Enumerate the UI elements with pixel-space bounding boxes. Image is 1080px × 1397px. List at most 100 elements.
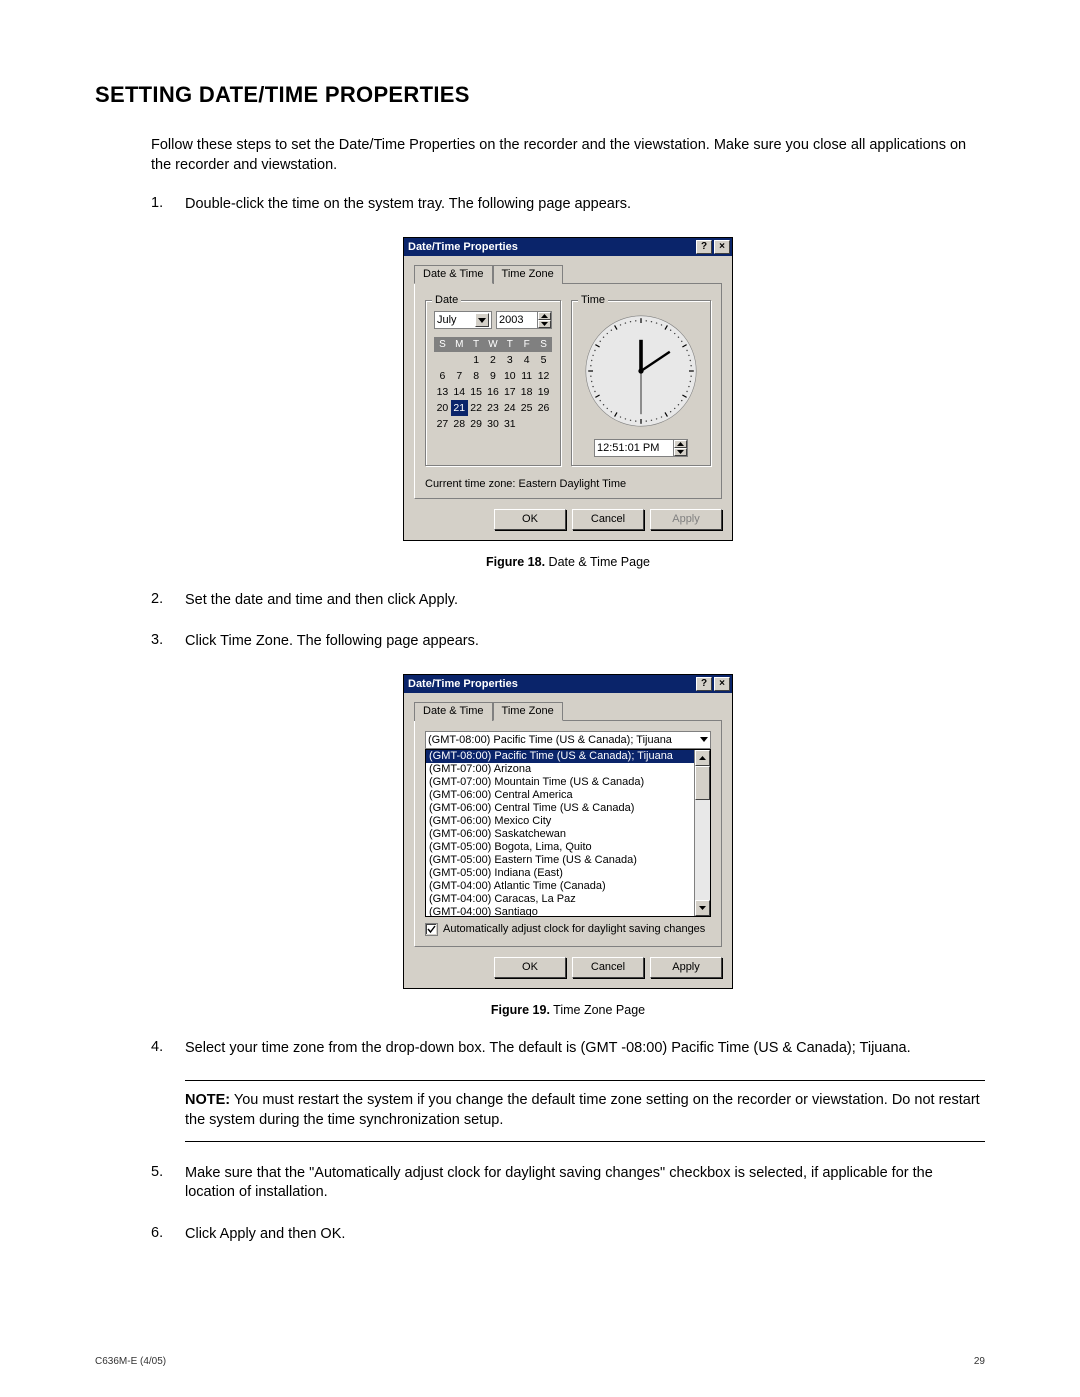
tab-time-zone[interactable]: Time Zone [493,702,563,721]
calendar-weekday: T [501,337,518,352]
tab-time-zone[interactable]: Time Zone [493,265,563,284]
timezone-option[interactable]: (GMT-04:00) Santiago [426,906,710,917]
step-number: 2. [151,591,185,611]
timezone-option[interactable]: (GMT-06:00) Central Time (US & Canada) [426,802,710,815]
cancel-button[interactable]: Cancel [572,957,644,978]
step-text: Set the date and time and then click App… [185,591,985,611]
close-button[interactable]: × [714,677,730,691]
calendar-day[interactable]: 26 [535,400,552,416]
calendar[interactable]: SMTWTFS 12345678910111213141516171819202… [434,337,552,432]
datetime-dialog: Date/Time Properties ? × Date & Time Tim… [403,237,733,541]
year-spinner[interactable] [538,311,552,329]
cancel-button[interactable]: Cancel [572,509,644,530]
calendar-day[interactable]: 28 [451,416,468,432]
close-button[interactable]: × [714,240,730,254]
calendar-day[interactable]: 19 [535,384,552,400]
footer-doc-id: C636M-E (4/05) [95,1356,166,1367]
time-spinner[interactable] [674,439,688,457]
help-button[interactable]: ? [696,240,712,254]
calendar-day[interactable]: 16 [485,384,502,400]
calendar-day[interactable]: 24 [501,400,518,416]
calendar-day[interactable]: 10 [501,368,518,384]
scroll-thumb[interactable] [695,766,710,800]
time-legend: Time [578,294,608,306]
calendar-weekday: S [434,337,451,352]
calendar-day[interactable]: 15 [468,384,485,400]
dialog-titlebar[interactable]: Date/Time Properties ? × [404,238,732,256]
month-select[interactable]: July [434,311,492,329]
calendar-day[interactable]: 11 [518,368,535,384]
calendar-day [518,416,535,432]
timezone-option[interactable]: (GMT-05:00) Eastern Time (US & Canada) [426,854,710,867]
calendar-day[interactable]: 20 [434,400,451,416]
year-input[interactable]: 2003 [496,311,538,329]
time-value: 12:51:01 PM [597,442,659,454]
ok-button[interactable]: OK [494,509,566,530]
timezone-listbox[interactable]: (GMT-08:00) Pacific Time (US & Canada); … [425,749,711,917]
calendar-day[interactable]: 12 [535,368,552,384]
tab-date-time[interactable]: Date & Time [414,702,493,721]
calendar-day[interactable]: 8 [468,368,485,384]
calendar-day[interactable]: 3 [501,352,518,368]
tab-date-time[interactable]: Date & Time [414,265,493,284]
calendar-day[interactable]: 17 [501,384,518,400]
calendar-day[interactable]: 1 [468,352,485,368]
note-body: You must restart the system if you chang… [185,1092,980,1128]
timezone-dialog: Date/Time Properties ? × Date & Time Tim… [403,674,733,989]
calendar-day[interactable]: 25 [518,400,535,416]
calendar-day[interactable]: 30 [485,416,502,432]
calendar-day[interactable]: 14 [451,384,468,400]
dialog-titlebar[interactable]: Date/Time Properties ? × [404,675,732,693]
scrollbar[interactable] [694,750,710,916]
spin-down-icon[interactable] [674,448,687,456]
scroll-up-icon[interactable] [695,750,710,766]
calendar-day[interactable]: 5 [535,352,552,368]
apply-button[interactable]: Apply [650,509,722,530]
apply-button[interactable]: Apply [650,957,722,978]
calendar-day[interactable]: 2 [485,352,502,368]
figure-caption: Figure 19. Time Zone Page [491,1003,645,1017]
spin-down-icon[interactable] [538,320,551,328]
calendar-day[interactable]: 22 [468,400,485,416]
calendar-day[interactable]: 18 [518,384,535,400]
timezone-option[interactable]: (GMT-04:00) Atlantic Time (Canada) [426,880,710,893]
calendar-day[interactable]: 29 [468,416,485,432]
step-text: Click Apply and then OK. [185,1225,985,1245]
spin-up-icon[interactable] [538,312,551,320]
dst-checkbox-label: Automatically adjust clock for daylight … [443,923,705,935]
calendar-day[interactable]: 7 [451,368,468,384]
calendar-day[interactable]: 31 [501,416,518,432]
dialog-title: Date/Time Properties [408,678,518,690]
calendar-day[interactable]: 27 [434,416,451,432]
timezone-option[interactable]: (GMT-07:00) Arizona [426,763,710,776]
date-legend: Date [432,294,461,306]
scroll-down-icon[interactable] [695,900,710,916]
dropdown-arrow-icon[interactable] [475,313,489,327]
timezone-option[interactable]: (GMT-06:00) Central America [426,789,710,802]
spin-up-icon[interactable] [674,440,687,448]
ok-button[interactable]: OK [494,957,566,978]
timezone-option[interactable]: (GMT-06:00) Mexico City [426,815,710,828]
timezone-option[interactable]: (GMT-07:00) Mountain Time (US & Canada) [426,776,710,789]
calendar-day[interactable]: 13 [434,384,451,400]
calendar-day[interactable]: 23 [485,400,502,416]
calendar-weekday: T [468,337,485,352]
note-box: NOTE: You must restart the system if you… [185,1080,985,1141]
calendar-day[interactable]: 6 [434,368,451,384]
time-input[interactable]: 12:51:01 PM [594,439,674,457]
help-button[interactable]: ? [696,677,712,691]
timezone-option[interactable]: (GMT-05:00) Indiana (East) [426,867,710,880]
calendar-day[interactable]: 4 [518,352,535,368]
calendar-day[interactable]: 21 [451,400,468,416]
timezone-option[interactable]: (GMT-04:00) Caracas, La Paz [426,893,710,906]
step-number: 1. [151,195,185,215]
calendar-weekday: S [535,337,552,352]
timezone-option[interactable]: (GMT-05:00) Bogota, Lima, Quito [426,841,710,854]
timezone-option[interactable]: (GMT-08:00) Pacific Time (US & Canada); … [426,750,710,763]
calendar-day[interactable]: 9 [485,368,502,384]
timezone-select[interactable]: (GMT-08:00) Pacific Time (US & Canada); … [425,731,711,749]
dropdown-arrow-icon[interactable] [700,734,708,746]
dst-checkbox[interactable] [425,923,438,936]
timezone-option[interactable]: (GMT-06:00) Saskatchewan [426,828,710,841]
calendar-weekday: F [518,337,535,352]
